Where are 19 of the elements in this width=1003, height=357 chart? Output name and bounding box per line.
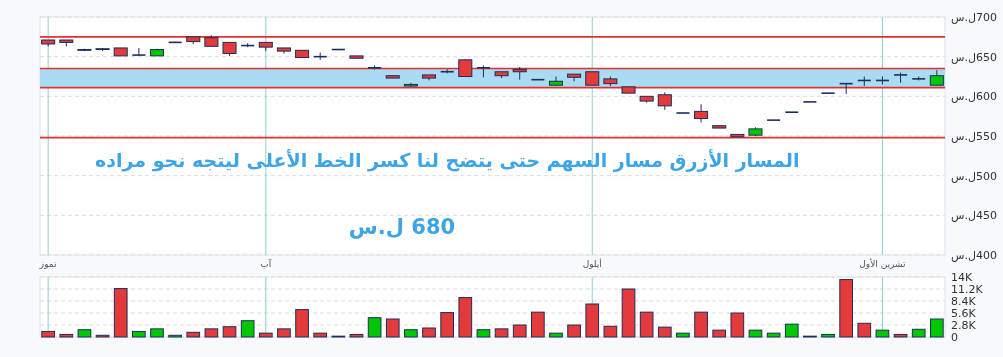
y-tick-label: 500ل.س [951,169,997,183]
y-tick-label: 8.4K [951,295,977,308]
y-tick-label: 400ل.س [951,249,997,262]
y-tick-label: 11.2K [951,283,984,296]
y-tick-label: 2.8K [951,319,977,332]
y-tick-label: 5.6K [951,307,977,320]
y-tick-label: 650ل.س [951,50,997,64]
y-tick-label: 550ل.س [951,130,997,143]
y-tick-label: 600ل.س [951,90,997,104]
annotation: المسار الأزرق مسار السهم حتى يتضح لنا كسر الخط الأعلى ليتجه نحو مراده [95,148,800,172]
y-tick-label: 700ل.س [951,11,997,24]
y-tick-label: 0 [951,331,958,344]
y-tick-label: 14K [951,271,973,284]
x-tick-label: تموز [38,259,57,269]
x-tick-label: تشرين الأول [859,258,907,269]
x-tick-label: آب [260,258,272,269]
annotation: 680 ل.س [348,214,456,239]
x-tick-label: أيلول [582,258,602,269]
y-tick-label: 450ل.س [951,209,997,223]
